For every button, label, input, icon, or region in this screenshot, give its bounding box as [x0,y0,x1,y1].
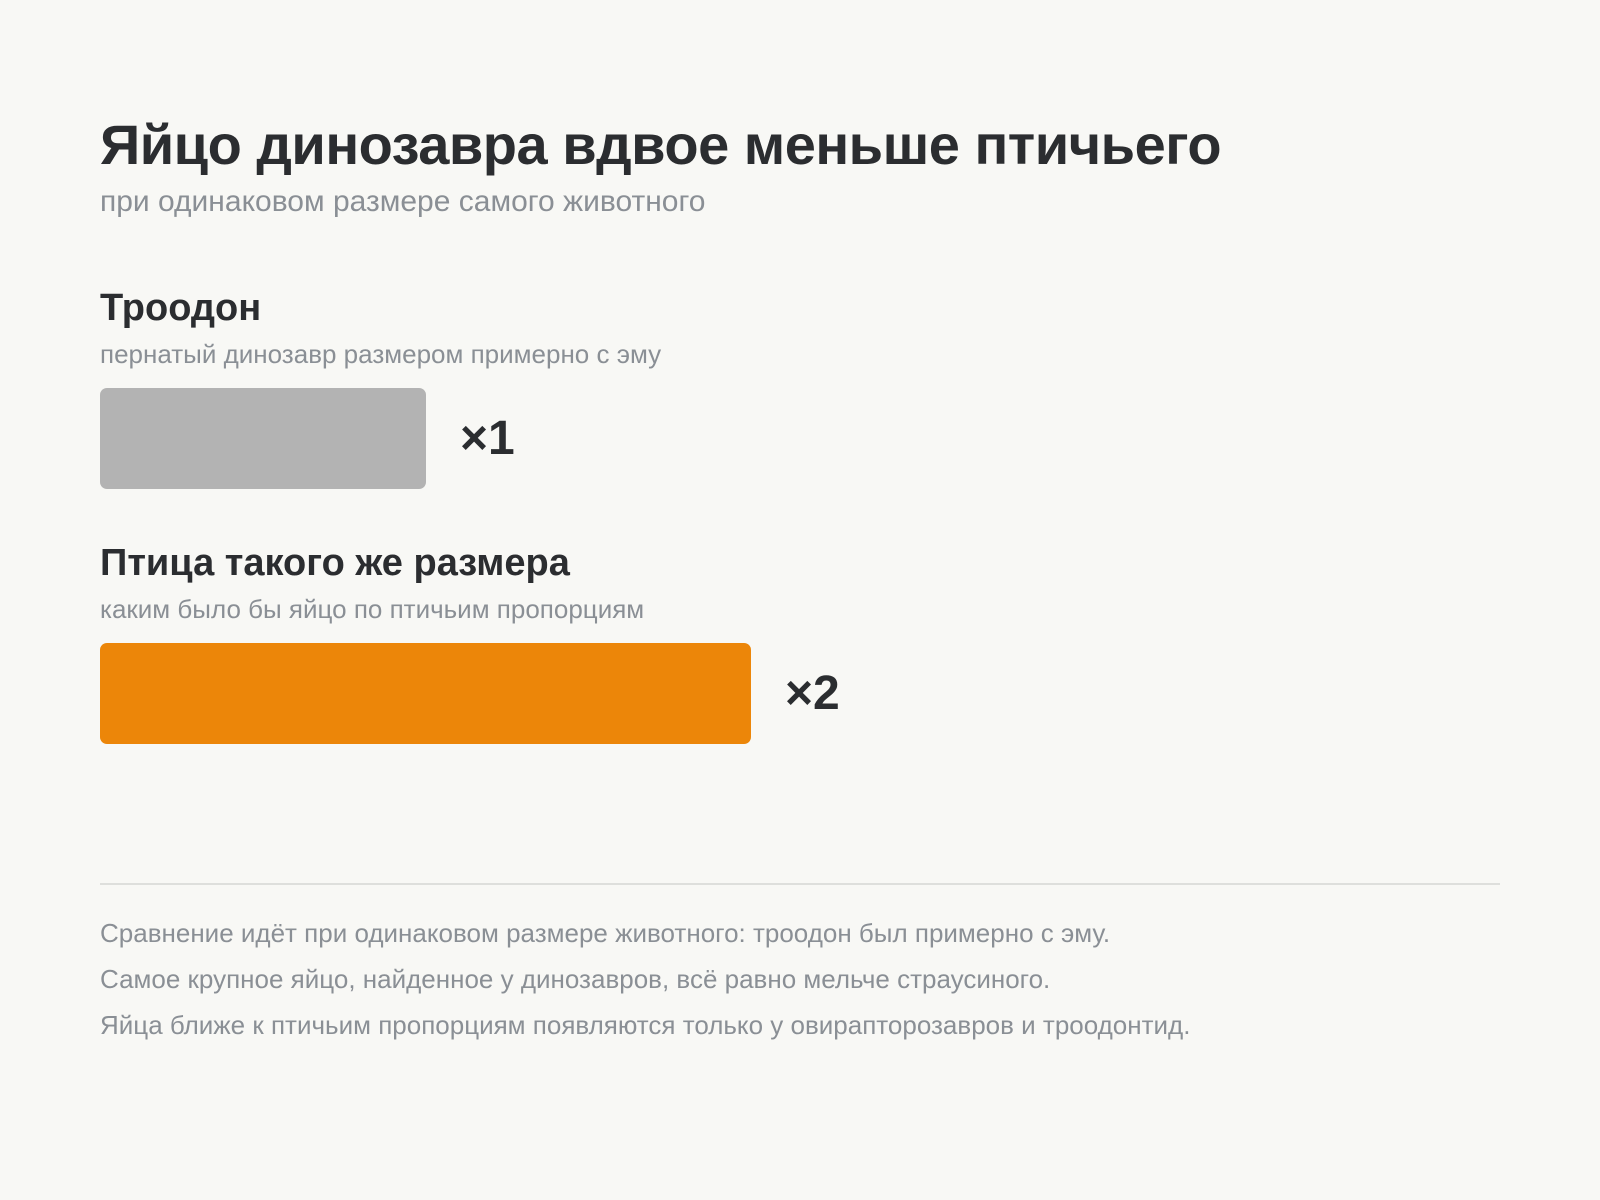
footnote: Самое крупное яйцо, найденное у динозавр… [100,964,1051,994]
category-label: Птица такого же размера [100,542,570,584]
bar-value-label: ×1 [460,412,515,465]
category-description: каким было бы яйцо по птичьим пропорциям [100,594,645,624]
chart-container: Яйцо динозавра вдвое меньше птичьего при… [100,110,1500,794]
divider [100,883,1500,885]
bar-line: ×1 [100,388,1500,489]
chart-subtitle: при одинаковом размере самого животного [100,185,706,218]
footnotes: Сравнение идёт при одинаковом размере жи… [100,910,1500,1048]
chart-title: Яйцо динозавра вдвое меньше птичьего [100,113,1222,176]
category-description: пернатый динозавр размером примерно с эм… [100,339,662,369]
bar-line: ×2 [100,643,1500,744]
category-label: Троодон [100,287,262,329]
bar-value-label: ×2 [785,667,840,720]
bar-troodon [100,388,426,489]
footnote: Сравнение идёт при одинаковом размере жи… [100,918,1111,948]
bar-row-bird: Птица такого же размера каким было бы яй… [100,539,1500,744]
bar-rows: Троодон пернатый динозавр размером приме… [100,284,1500,744]
bar-row-troodon: Троодон пернатый динозавр размером приме… [100,284,1500,489]
footnote: Яйца ближе к птичьим пропорциям появляют… [100,1010,1191,1040]
bar-bird [100,643,751,744]
